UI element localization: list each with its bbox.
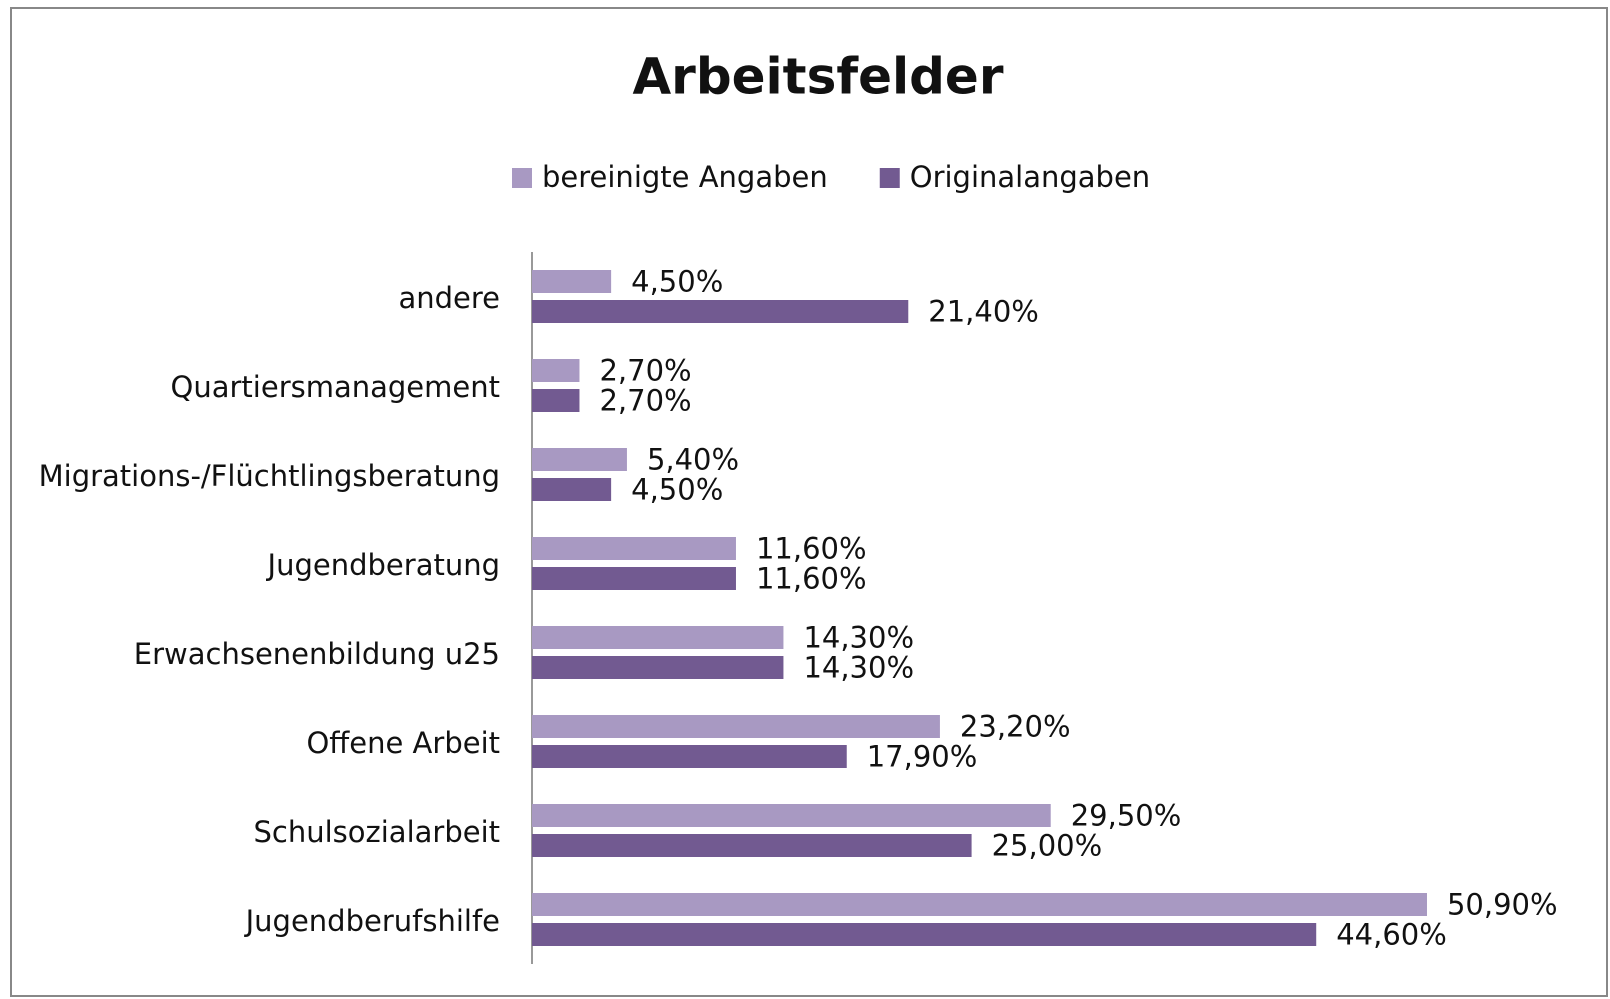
data-label: 11,60% — [756, 532, 867, 566]
y-tick-label: Jugendberufshilfe — [244, 904, 500, 938]
y-tick-label: Migrations-/Flüchtlingsberatung — [39, 459, 500, 493]
bar — [532, 715, 940, 738]
data-label: 25,00% — [992, 829, 1103, 863]
y-tick-label: Jugendberatung — [266, 548, 500, 582]
bar — [532, 745, 847, 768]
y-tick-label: Erwachsenenbildung u25 — [134, 637, 500, 671]
data-label: 4,50% — [631, 473, 723, 507]
bar — [532, 656, 784, 679]
bar — [532, 478, 612, 501]
legend-swatch — [879, 168, 900, 188]
data-label: 11,60% — [756, 562, 867, 596]
bar — [532, 923, 1317, 946]
data-label: 2,70% — [599, 384, 691, 418]
data-label: 23,20% — [960, 710, 1071, 744]
bar — [532, 389, 580, 412]
data-label: 21,40% — [928, 295, 1039, 329]
bar — [532, 626, 784, 649]
y-tick-label: Schulsozialarbeit — [254, 815, 501, 849]
bar — [532, 804, 1051, 827]
bar — [532, 359, 580, 382]
bar — [532, 448, 627, 471]
bar — [532, 893, 1427, 916]
legend-label: bereinigte Angaben — [542, 160, 828, 194]
y-tick-label: andere — [398, 281, 500, 315]
data-label: 50,90% — [1447, 888, 1558, 922]
data-label: 4,50% — [631, 265, 723, 299]
legend-label: Originalangaben — [910, 160, 1150, 194]
chart-frame — [10, 7, 1608, 997]
bar — [532, 300, 909, 323]
data-label: 2,70% — [599, 354, 691, 388]
data-label: 14,30% — [803, 651, 914, 685]
y-tick-label: Quartiersmanagement — [171, 370, 500, 404]
data-label: 5,40% — [647, 443, 739, 477]
chart-title: Arbeitsfelder — [632, 48, 1003, 106]
data-label: 17,90% — [867, 740, 978, 774]
bar — [532, 537, 736, 560]
data-label: 44,60% — [1336, 918, 1447, 952]
data-label: 29,50% — [1071, 799, 1182, 833]
bar — [532, 834, 972, 857]
bar — [532, 567, 736, 590]
bar — [532, 270, 612, 293]
data-label: 14,30% — [803, 621, 914, 655]
y-tick-label: Offene Arbeit — [306, 726, 500, 760]
legend-swatch — [512, 168, 532, 188]
